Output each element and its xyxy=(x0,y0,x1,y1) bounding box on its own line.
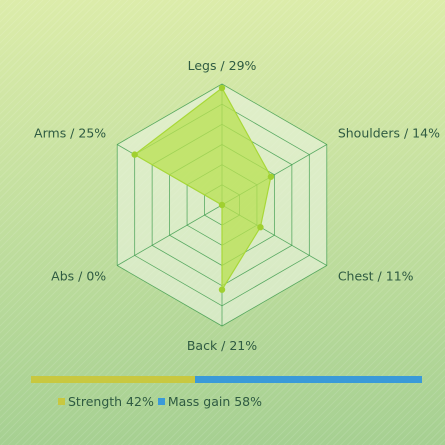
legend-item-strength: Strength 42% xyxy=(58,394,154,409)
legend-bar-mass-gain xyxy=(195,376,422,383)
grid-spoke xyxy=(117,204,223,266)
legend-label-mass-gain: Mass gain 58% xyxy=(167,394,263,409)
data-point-arms xyxy=(131,151,138,158)
axis-label-arms: Arms / 25% xyxy=(34,126,106,141)
data-point-chest xyxy=(257,223,264,231)
legend: Strength 42% Mass gain 58% xyxy=(58,394,266,409)
data-point-back xyxy=(218,286,226,293)
legend-bar-strength xyxy=(31,376,196,383)
axis-label-legs: Legs / 29% xyxy=(188,58,257,73)
legend-item-mass-gain: Mass gain 58% xyxy=(157,394,263,409)
legend-swatch-strength xyxy=(58,398,65,405)
axis-label-abs: Abs / 0% xyxy=(51,269,106,284)
legend-label-strength: Strength 42% xyxy=(68,394,154,409)
data-point-abs xyxy=(218,201,226,209)
data-point-shoulders xyxy=(267,173,275,180)
legend-swatch-mass-gain xyxy=(157,398,165,405)
axis-label-back: Back / 21% xyxy=(187,338,257,353)
data-point-legs xyxy=(218,84,226,92)
axis-label-shoulders: Shoulders / 14% xyxy=(338,126,440,141)
axis-label-chest: Chest / 11% xyxy=(338,269,414,284)
